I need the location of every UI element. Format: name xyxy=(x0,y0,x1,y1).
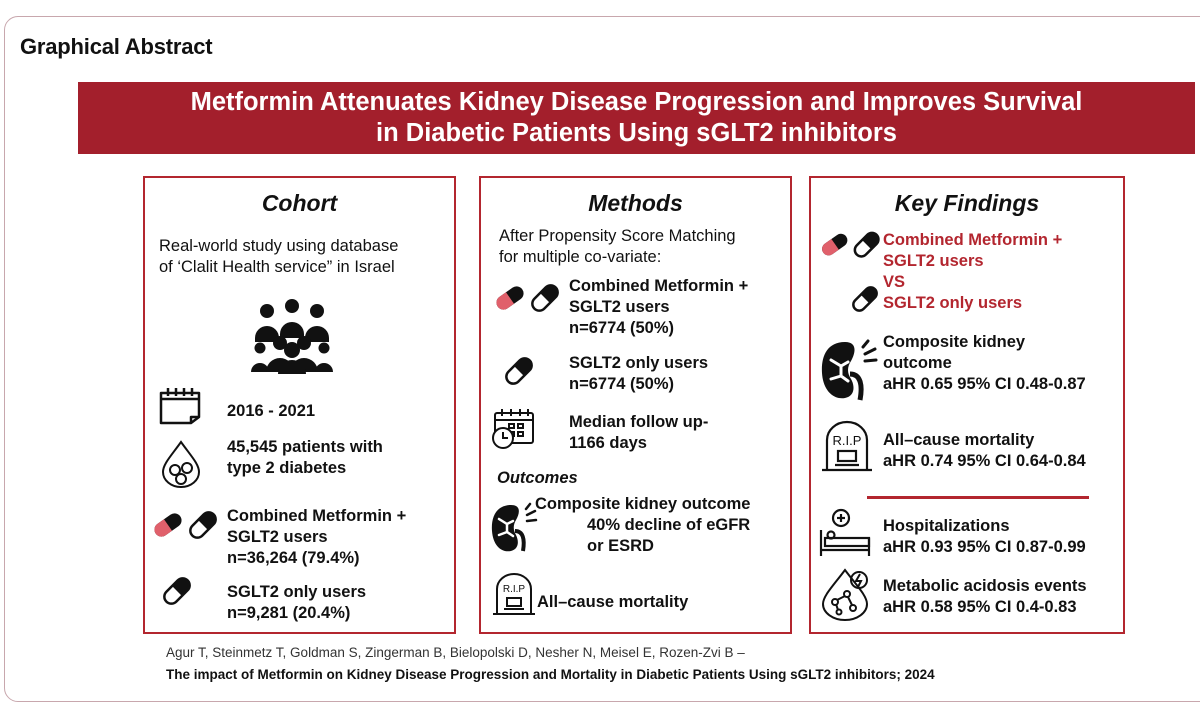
cohort-combined-line-3: n=36,264 (79.4%) xyxy=(227,549,360,567)
citation-title: The impact of Metformin on Kidney Diseas… xyxy=(166,667,935,682)
cohort-panel: Cohort Real-world study using database o… xyxy=(143,176,456,634)
people-group-icon xyxy=(251,299,333,374)
outcomes-label: Outcomes xyxy=(497,469,578,487)
findings-hosp-line-1: Hospitalizations xyxy=(883,517,1010,535)
combined-pills-icon xyxy=(822,231,880,258)
findings-kidney-line-1: Composite kidney xyxy=(883,333,1026,351)
cohort-title: Cohort xyxy=(261,190,338,216)
cohort-combined-line-1: Combined Metformin + xyxy=(227,507,407,525)
section-divider xyxy=(867,496,1089,499)
methods-title: Methods xyxy=(588,190,683,216)
kidney-definition-line-2: or ESRD xyxy=(587,537,654,555)
cohort-only-line-2: n=9,281 (20.4%) xyxy=(227,604,351,622)
findings-mortality: All–cause mortality aHR 0.74 95% CI 0.64… xyxy=(883,430,1086,472)
tombstone-text: R.I.P xyxy=(833,433,862,448)
graphical-abstract-heading: Graphical Abstract xyxy=(20,34,213,59)
comparison-vs: VS xyxy=(883,273,906,291)
methods-sglt2-only-users: SGLT2 only users n=6774 (50%) xyxy=(569,353,708,395)
methods-description: After Propensity Score Matching for mult… xyxy=(499,226,736,268)
patients-line-2: type 2 diabetes xyxy=(227,459,347,477)
tombstone-icon: R.I.P xyxy=(493,573,535,615)
sglt2-pill-icon xyxy=(163,577,191,605)
methods-mortality-outcome: All–cause mortality xyxy=(537,593,689,611)
findings-kidney-line-2: outcome xyxy=(883,354,952,372)
metabolic-molecule-icon xyxy=(821,568,869,621)
methods-combined-line-1: Combined Metformin + xyxy=(569,277,749,295)
followup-line-1: Median follow up- xyxy=(569,413,709,431)
findings-acid-line-1: Metabolic acidosis events xyxy=(883,577,1087,595)
patients-line-1: 45,545 patients with xyxy=(227,438,383,456)
methods-only-line-2: n=6774 (50%) xyxy=(569,375,675,393)
blood-drop-icon xyxy=(161,440,201,488)
tombstone-icon: R.I.P xyxy=(822,420,872,472)
findings-hospitalizations: Hospitalizations aHR 0.93 95% CI 0.87-0.… xyxy=(883,516,1086,558)
methods-desc-line-1: After Propensity Score Matching xyxy=(499,227,736,245)
sglt2-pill-icon xyxy=(852,286,878,312)
patients-count: 45,545 patients with type 2 diabetes xyxy=(227,437,383,479)
comparison-groups: Combined Metformin + SGLT2 users VS SGLT… xyxy=(883,230,1062,314)
comparison-line-2: SGLT2 users xyxy=(883,252,984,270)
followup-line-2: 1166 days xyxy=(569,434,647,452)
methods-panel: Methods After Propensity Score Matching … xyxy=(479,176,792,634)
title-banner: Metformin Attenuates Kidney Disease Prog… xyxy=(78,82,1195,154)
findings-mortality-line-1: All–cause mortality xyxy=(883,431,1035,449)
banner-line-2: in Diabetic Patients Using sGLT2 inhibit… xyxy=(376,119,897,147)
abstract-frame xyxy=(4,16,1200,702)
calendar-clock-icon xyxy=(492,409,534,449)
sglt2-pill-icon xyxy=(505,357,533,385)
findings-mortality-ahr: aHR 0.74 95% CI 0.64-0.84 xyxy=(883,452,1086,470)
cohort-desc-line-2: of ‘Clalit Health service” in Israel xyxy=(159,258,395,276)
kidney-definition-line-1: 40% decline of eGFR xyxy=(587,516,751,534)
citation-authors: Agur T, Steinmetz T, Goldman S, Zingerma… xyxy=(166,645,745,660)
cohort-combined-users: Combined Metformin + SGLT2 users n=36,26… xyxy=(227,506,406,569)
cohort-only-line-1: SGLT2 only users xyxy=(227,583,367,601)
comparison-line-4: SGLT2 only users xyxy=(883,294,1023,312)
methods-combined-users: Combined Metformin + SGLT2 users n=6774 … xyxy=(569,276,748,339)
comparison-line-1: Combined Metformin + xyxy=(883,231,1063,249)
combined-pills-icon xyxy=(496,284,559,312)
kidney-icon xyxy=(821,339,878,401)
methods-kidney-outcome-line-1: Composite kidney outcome xyxy=(535,495,751,513)
methods-kidney-outcome-definition: 40% decline of eGFR or ESRD xyxy=(587,515,750,557)
calendar-icon xyxy=(159,388,201,425)
findings-acid-ahr: aHR 0.58 95% CI 0.4-0.83 xyxy=(883,598,1077,616)
findings-hosp-ahr: aHR 0.93 95% CI 0.87-0.99 xyxy=(883,538,1086,556)
combined-pills-icon xyxy=(154,511,217,539)
tombstone-text: R.I.P xyxy=(503,584,526,595)
cohort-desc-line-1: Real-world study using database xyxy=(159,237,399,255)
methods-desc-line-2: for multiple co-variate: xyxy=(499,248,662,266)
findings-kidney-ahr: aHR 0.65 95% CI 0.48-0.87 xyxy=(883,375,1086,393)
cohort-combined-line-2: SGLT2 users xyxy=(227,528,328,546)
cohort-sglt2-only-users: SGLT2 only users n=9,281 (20.4%) xyxy=(227,582,366,624)
methods-only-line-1: SGLT2 only users xyxy=(569,354,709,372)
findings-kidney-outcome: Composite kidney outcome aHR 0.65 95% CI… xyxy=(883,332,1086,395)
key-findings-title: Key Findings xyxy=(894,190,1040,216)
kidney-icon xyxy=(491,502,538,552)
methods-combined-line-2: SGLT2 users xyxy=(569,298,670,316)
findings-metabolic-acidosis: Metabolic acidosis events aHR 0.58 95% C… xyxy=(883,576,1087,618)
study-years: 2016 - 2021 xyxy=(227,402,316,420)
hospital-bed-icon xyxy=(819,508,871,556)
median-follow-up: Median follow up- 1166 days xyxy=(569,412,708,454)
methods-combined-line-3: n=6774 (50%) xyxy=(569,319,675,337)
cohort-description: Real-world study using database of ‘Clal… xyxy=(159,236,398,278)
banner-line-1: Metformin Attenuates Kidney Disease Prog… xyxy=(190,88,1083,116)
key-findings-panel: Key Findings Combined Metformin + SGLT2 … xyxy=(809,176,1125,634)
